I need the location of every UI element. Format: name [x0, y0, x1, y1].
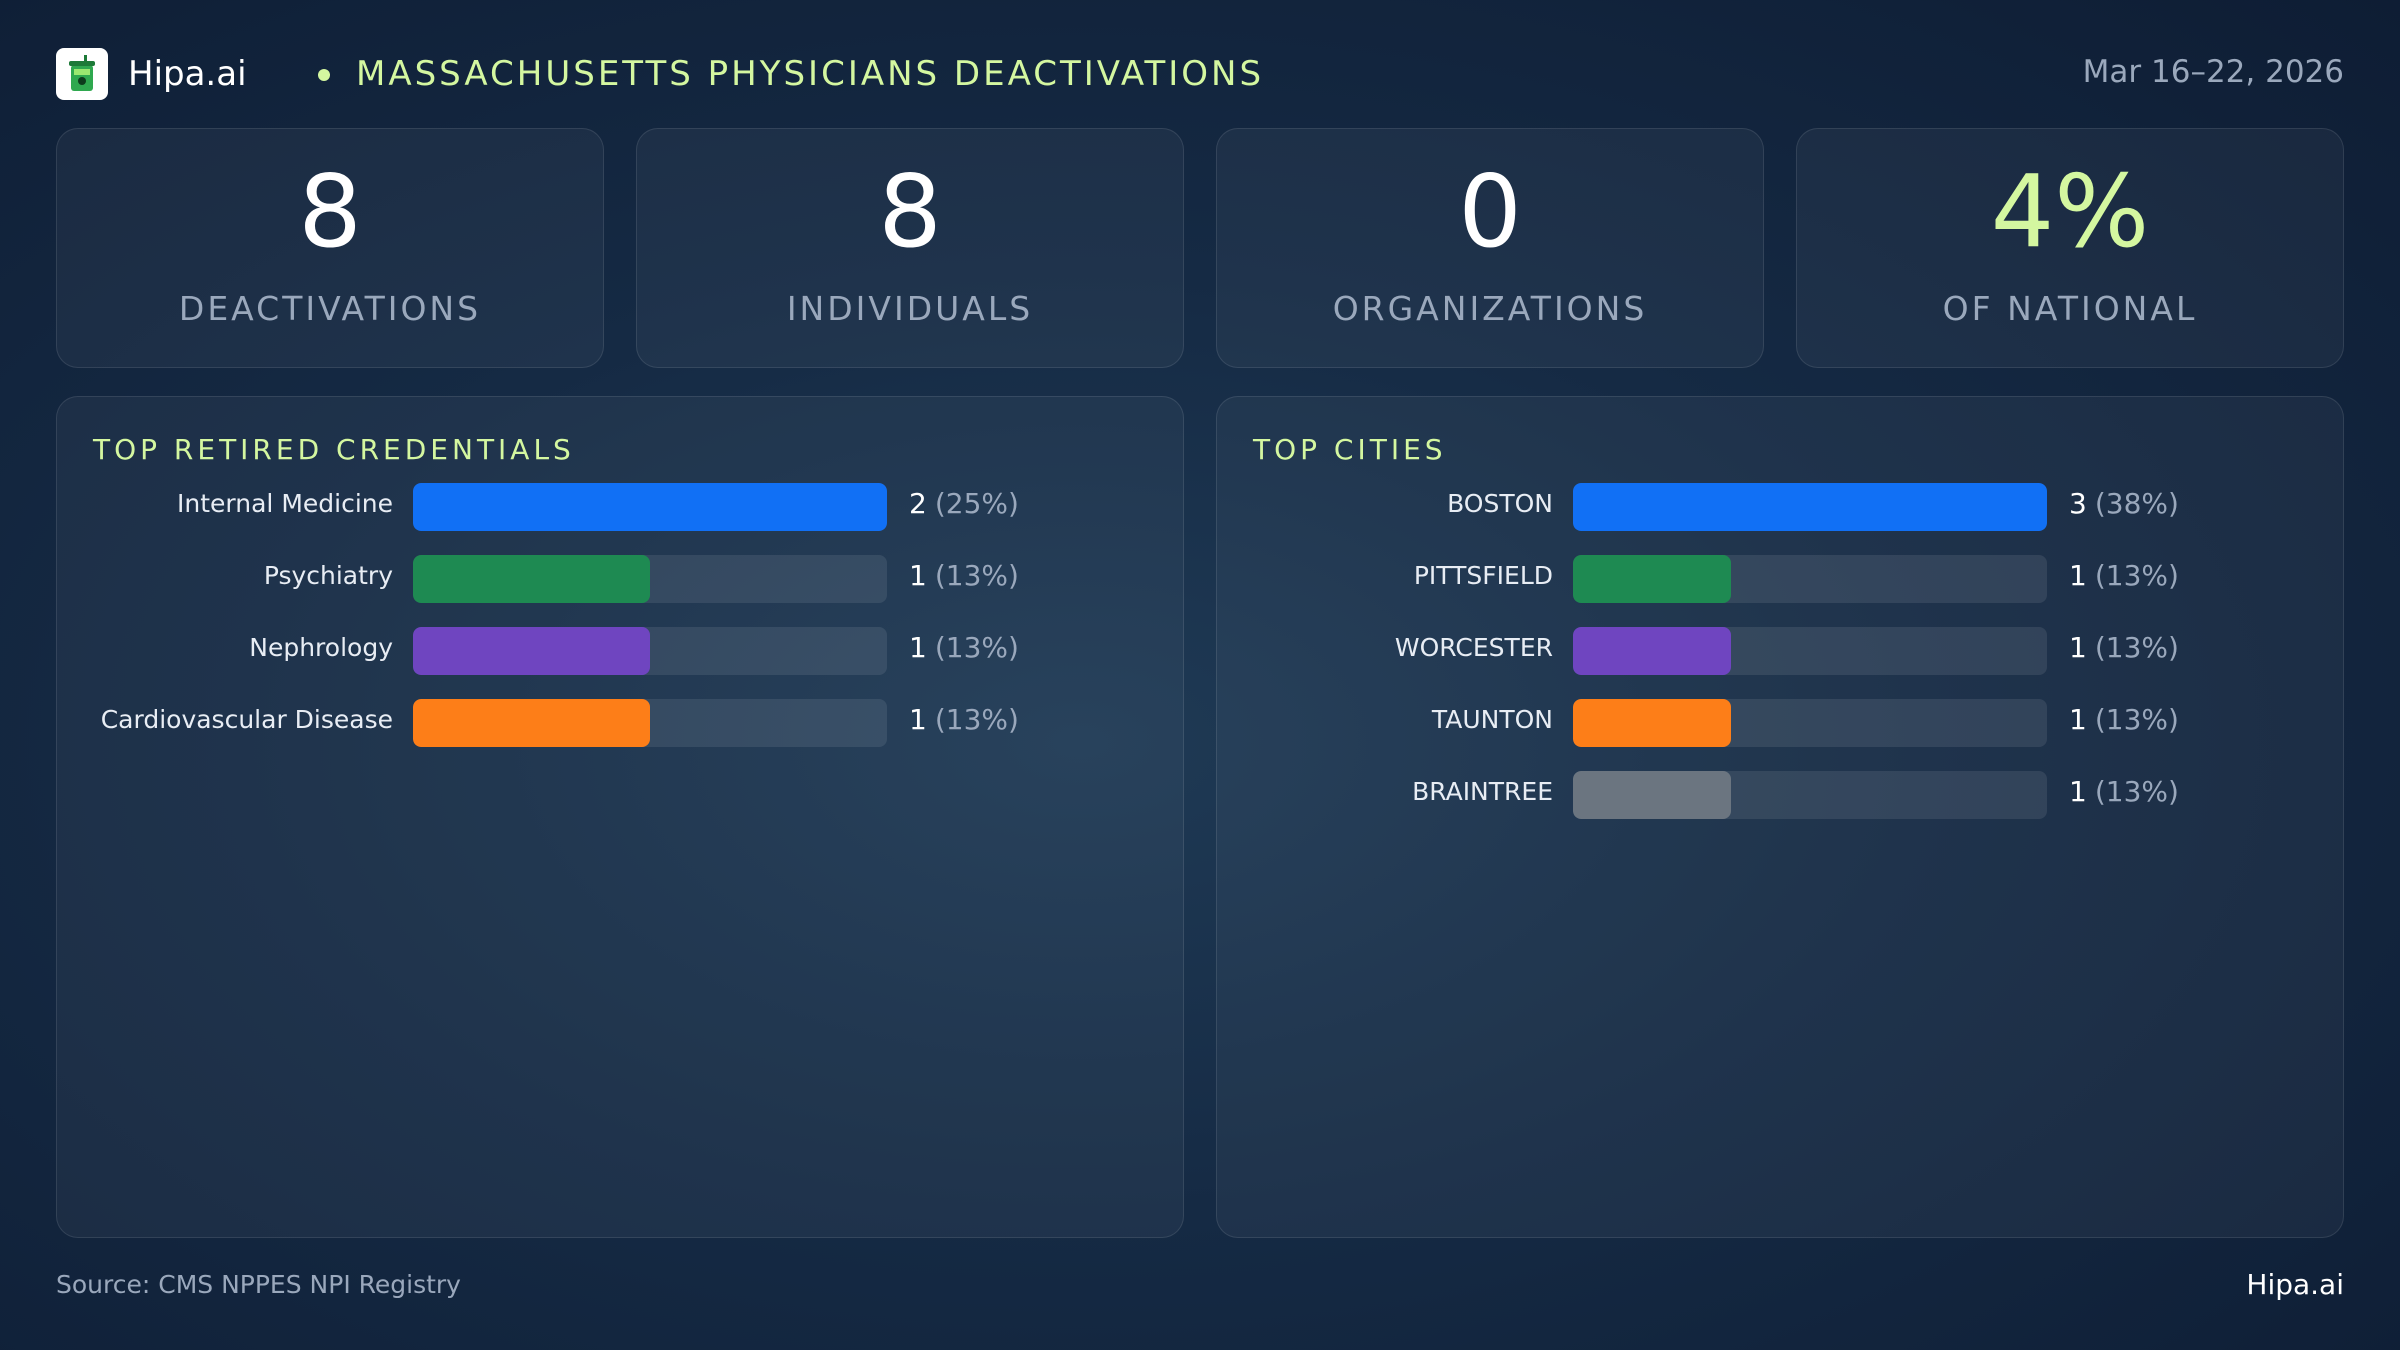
bar-row: BRAINTREE 1 (13%) — [1217, 771, 2343, 819]
bar-label: Nephrology — [249, 633, 393, 662]
bar-percent: (13%) — [2094, 559, 2179, 592]
header: Hipa.ai MASSACHUSETTS PHYSICIANS DEACTIV… — [56, 46, 2344, 102]
bar-label: Cardiovascular Disease — [100, 705, 393, 734]
bar-row: TAUNTON 1 (13%) — [1217, 699, 2343, 747]
bar — [413, 627, 650, 675]
bar-label: BRAINTREE — [1412, 777, 1553, 806]
bar-count: 1 — [2069, 775, 2087, 808]
stat-card-organizations: 0 ORGANIZATIONS — [1216, 128, 1764, 368]
credentials-panel: TOP RETIRED CREDENTIALS Internal Medicin… — [56, 396, 1184, 1238]
bar-percent: (13%) — [2094, 631, 2179, 664]
bar-count: 1 — [909, 631, 927, 664]
bar-label: Internal Medicine — [177, 489, 393, 518]
bar — [1573, 555, 1731, 603]
stat-value: 8 — [878, 153, 942, 270]
bar-track — [413, 555, 887, 603]
bar-percent: (13%) — [934, 703, 1019, 736]
bar-value-label: 1 (13%) — [909, 703, 1019, 736]
cities-panel: TOP CITIES BOSTON 3 (38%) PITTSFIELD 1 (13%) W… — [1216, 396, 2344, 1238]
stat-card-individuals: 8 INDIVIDUALS — [636, 128, 1184, 368]
bar-row: PITTSFIELD 1 (13%) — [1217, 555, 2343, 603]
bar-value-label: 2 (25%) — [909, 487, 1019, 520]
stat-label: OF NATIONAL — [1942, 289, 2198, 328]
bar-track — [413, 627, 887, 675]
bar-value-label: 1 (13%) — [2069, 559, 2179, 592]
bar-count: 3 — [2069, 487, 2087, 520]
brand-name: Hipa.ai — [128, 54, 247, 94]
bar-track — [1573, 627, 2047, 675]
bar-label: Psychiatry — [263, 561, 393, 590]
bar-value-label: 1 (13%) — [2069, 703, 2179, 736]
bar-row: Cardiovascular Disease 1 (13%) — [57, 699, 1183, 747]
bar-track — [1573, 771, 2047, 819]
bar-track — [1573, 555, 2047, 603]
bar-row: Nephrology 1 (13%) — [57, 627, 1183, 675]
bar-row: WORCESTER 1 (13%) — [1217, 627, 2343, 675]
bar-track — [1573, 483, 2047, 531]
panel-title: TOP CITIES — [1253, 433, 1447, 466]
bar — [1573, 627, 1731, 675]
footer-brand: Hipa.ai — [2246, 1268, 2344, 1301]
page-title: MASSACHUSETTS PHYSICIANS DEACTIVATIONS — [356, 54, 1265, 94]
bar-label: WORCESTER — [1394, 633, 1553, 662]
bar-value-label: 1 (13%) — [909, 559, 1019, 592]
bar-percent: (38%) — [2094, 487, 2179, 520]
bar-count: 1 — [2069, 703, 2087, 736]
bar-percent: (13%) — [2094, 703, 2179, 736]
bar-count: 1 — [909, 559, 927, 592]
stat-value: 8 — [298, 153, 362, 270]
date-range: Mar 16–22, 2026 — [2082, 54, 2344, 90]
bar — [1573, 483, 2047, 531]
stat-label: DEACTIVATIONS — [178, 289, 482, 328]
bar-percent: (25%) — [934, 487, 1019, 520]
bar-value-label: 1 (13%) — [909, 631, 1019, 664]
bar-label: TAUNTON — [1431, 705, 1553, 734]
bar-count: 1 — [2069, 559, 2087, 592]
bar-value-label: 1 (13%) — [2069, 631, 2179, 664]
bar — [1573, 771, 1731, 819]
bar-percent: (13%) — [934, 559, 1019, 592]
bar — [413, 483, 887, 531]
panel-title: TOP RETIRED CREDENTIALS — [93, 433, 575, 466]
bar-label: BOSTON — [1447, 489, 1553, 518]
title-separator-dot — [318, 69, 330, 81]
bar-track — [413, 699, 887, 747]
bar-value-label: 3 (38%) — [2069, 487, 2179, 520]
bar-row: Internal Medicine 2 (25%) — [57, 483, 1183, 531]
bar-count: 1 — [909, 703, 927, 736]
bar — [413, 699, 650, 747]
bar — [1573, 699, 1731, 747]
logo[interactable] — [56, 48, 108, 100]
cup-icon — [69, 55, 95, 91]
stat-label: ORGANIZATIONS — [1332, 289, 1648, 328]
stat-label: INDIVIDUALS — [786, 289, 1034, 328]
bar — [413, 555, 650, 603]
bar-label: PITTSFIELD — [1413, 561, 1553, 590]
stat-card-deactivations: 8 DEACTIVATIONS — [56, 128, 604, 368]
stat-value: 0 — [1458, 153, 1522, 270]
bar-track — [413, 483, 887, 531]
bar-row: BOSTON 3 (38%) — [1217, 483, 2343, 531]
footer-source: Source: CMS NPPES NPI Registry — [56, 1270, 461, 1299]
bar-track — [1573, 699, 2047, 747]
bar-count: 2 — [909, 487, 927, 520]
stat-value: 4% — [1990, 153, 2150, 270]
bar-row: Psychiatry 1 (13%) — [57, 555, 1183, 603]
bar-percent: (13%) — [2094, 775, 2179, 808]
bar-count: 1 — [2069, 631, 2087, 664]
bar-value-label: 1 (13%) — [2069, 775, 2179, 808]
stat-card-of-national: 4% OF NATIONAL — [1796, 128, 2344, 368]
bar-percent: (13%) — [934, 631, 1019, 664]
